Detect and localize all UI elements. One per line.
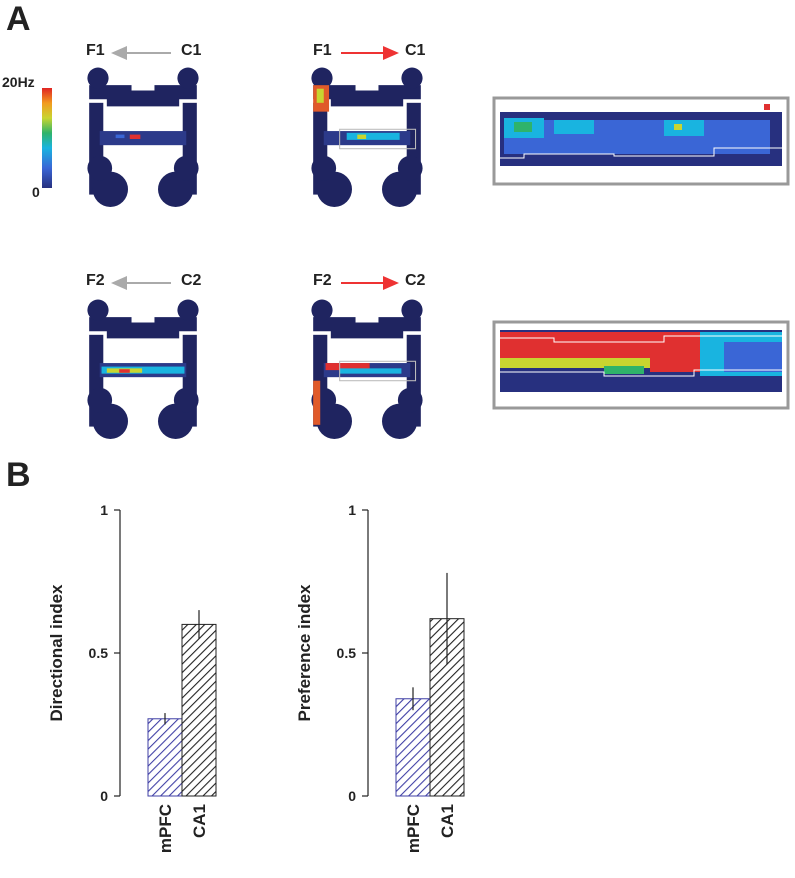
- bar-mpfc: [395, 698, 431, 797]
- maze-row2-left: [87, 299, 199, 439]
- row1-red-arrow: [341, 46, 399, 60]
- row2-left-label-f2: F2: [86, 272, 105, 289]
- category-label-ca1: CA1: [190, 804, 209, 838]
- row1-left-label-c1: C1: [181, 42, 202, 59]
- row2-right-label-f2: F2: [313, 272, 332, 289]
- colorbar-min-label: 0: [32, 184, 40, 200]
- row1-right-label-f1: F1: [313, 42, 332, 59]
- zoom-panel-row1: [492, 96, 790, 186]
- y-tick-label: 0: [100, 788, 108, 804]
- y-tick-label: 0.5: [337, 645, 357, 661]
- maze-row1-left: [87, 67, 199, 207]
- y-axis-label: Preference index: [295, 584, 314, 722]
- row2-gray-arrow: [111, 276, 171, 290]
- y-tick-label: 0: [348, 788, 356, 804]
- category-label-mpfc: mPFC: [156, 804, 175, 853]
- preference-index-chart: 0 0.5 1 Preference index mPFC CA1: [295, 502, 465, 853]
- colorbar: [42, 88, 52, 188]
- y-tick-label: 1: [100, 502, 108, 518]
- row2-left-label-c2: C2: [181, 272, 202, 289]
- row2-red-arrow: [341, 276, 399, 290]
- bar-mpfc: [147, 718, 183, 797]
- y-tick-label: 1: [348, 502, 356, 518]
- row1-left-label-f1: F1: [86, 42, 105, 59]
- category-label-mpfc: mPFC: [404, 804, 423, 853]
- row2-right-label-c2: C2: [405, 272, 426, 289]
- category-label-ca1: CA1: [438, 804, 457, 838]
- y-tick-label: 0.5: [89, 645, 109, 661]
- bar-ca1: [181, 623, 217, 797]
- panel-letter-a: A: [6, 0, 31, 38]
- row1-right-label-c1: C1: [405, 42, 426, 59]
- maze-row1-right: [311, 67, 423, 207]
- row1-gray-arrow: [111, 46, 171, 60]
- maze-row2-right: [311, 299, 423, 439]
- directional-index-chart: 0 0.5 1 Directional index mPFC CA1: [47, 502, 217, 853]
- colorbar-max-label: 20Hz: [2, 74, 35, 90]
- y-axis-label: Directional index: [47, 584, 66, 722]
- zoom-panel-row2: [492, 320, 790, 410]
- panel-letter-b: B: [6, 456, 31, 494]
